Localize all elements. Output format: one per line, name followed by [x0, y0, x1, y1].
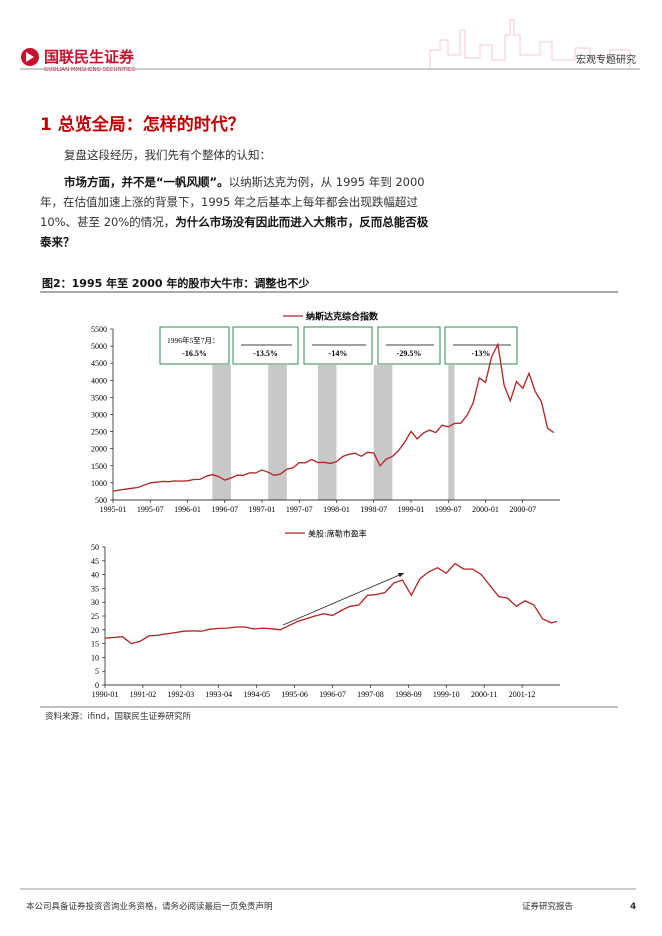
section-title: 1 总览全局：怎样的时代？ — [40, 114, 245, 135]
x-tick-label: 1995-06 — [281, 690, 308, 699]
figure-caption: 图2：1995 年至 2000 年的股市大牛市：调整也不少 — [42, 276, 309, 290]
annotation-text: -14% — [329, 349, 348, 358]
y-tick-label: 10 — [91, 653, 99, 662]
y-tick-label: 30 — [91, 598, 99, 607]
x-tick-label: 1995-07 — [137, 505, 164, 514]
text-bold: 为什么市场没有因此而进入大熊市，反而总能否极泰来？ — [40, 215, 429, 249]
brand-en: GUOLIAN MINSHENG SECURITIES — [44, 67, 135, 73]
x-tick-label: 1996-01 — [174, 505, 201, 514]
x-tick-label: 1990-01 — [92, 690, 119, 699]
y-tick-label: 35 — [91, 584, 99, 593]
series-line — [104, 562, 558, 645]
shaded-period — [373, 365, 393, 500]
annotation-text: -16.5% — [182, 349, 207, 358]
y-tick-label: 3000 — [91, 411, 107, 420]
y-tick-label: 15 — [91, 640, 99, 649]
x-tick-label: 2000-01 — [472, 505, 499, 514]
y-tick-label: 20 — [91, 626, 99, 635]
annotation-text: -13.5% — [253, 349, 278, 358]
x-tick-label: 1998-09 — [395, 690, 422, 699]
text-bold: 市场方面，并不是“一帆风顺”。 — [64, 175, 229, 189]
series-line — [112, 342, 555, 492]
text: 复盘这段经历，我们先有个整体的认知： — [64, 148, 271, 162]
y-tick-label: 40 — [91, 571, 99, 580]
annotation-box — [303, 326, 373, 365]
paragraph: 市场方面，并不是“一帆风顺”。以纳斯达克为例，从 1995 年到 2000 年，… — [40, 172, 436, 252]
logo-icon-mark — [26, 52, 34, 62]
x-tick-label: 2001-12 — [509, 690, 536, 699]
y-tick-label: 0 — [95, 681, 99, 690]
x-tick-label: 2000-11 — [471, 690, 497, 699]
annotation-text: -13% — [472, 349, 491, 358]
x-tick-label: 1994-05 — [243, 690, 270, 699]
y-tick-label: 5500 — [91, 325, 107, 334]
y-tick-label: 5000 — [91, 342, 107, 351]
skyline — [429, 19, 631, 68]
x-tick-label: 1998-07 — [360, 505, 387, 514]
x-tick-label: 1997-08 — [357, 690, 384, 699]
x-tick-label: 1998-01 — [323, 505, 350, 514]
annotation-text: 1996年5至7月： — [167, 335, 220, 345]
x-tick-label: 1999-01 — [398, 505, 425, 514]
x-tick-label: 2000-07 — [509, 505, 536, 514]
y-tick-label: 4000 — [91, 376, 107, 385]
brand: 国联民生证券 — [44, 48, 135, 66]
shaded-period — [212, 365, 231, 500]
shaded-period — [268, 365, 287, 500]
report-type: 宏观专题研究 — [576, 53, 636, 66]
y-tick-label: 45 — [91, 557, 99, 566]
annotation-box — [159, 326, 230, 365]
y-tick-label: 5 — [95, 667, 99, 676]
y-tick-label: 500 — [95, 496, 107, 505]
shaded-period — [448, 365, 455, 500]
annotation-box — [444, 326, 518, 365]
y-tick-label: 1000 — [91, 479, 107, 488]
x-tick-label: 1991-02 — [130, 690, 157, 699]
trend-arrow — [282, 572, 405, 626]
page-number: 4 — [630, 902, 636, 912]
annotation-box — [232, 326, 299, 365]
annotation-text: -29.5% — [397, 349, 422, 358]
x-tick-label: 1993-04 — [205, 690, 232, 699]
text: 以纳斯达克为例，从 1995 年到 2000 年，在估值加速上涨的背景下，199… — [40, 175, 425, 229]
y-tick-label: 4500 — [91, 359, 107, 368]
y-tick-label: 2000 — [91, 445, 107, 454]
x-tick-label: 1999-10 — [433, 690, 460, 699]
y-tick-label: 50 — [91, 543, 99, 552]
y-tick-label: 3500 — [91, 393, 107, 402]
legend-label: 纳斯达克综合指数 — [306, 311, 379, 323]
legend-label: 美股:席勒市盈率 — [308, 529, 367, 539]
shaded-period — [317, 365, 337, 500]
x-tick-label: 1996-07 — [211, 505, 238, 514]
disclaimer: 本公司具备证券投资咨询业务资格，请务必阅读最后一页免责声明 — [26, 901, 273, 912]
x-tick-label: 1996-07 — [319, 690, 346, 699]
x-tick-label: 1992-03 — [167, 690, 194, 699]
y-tick-label: 25 — [91, 612, 99, 621]
paragraph: 复盘这段经历，我们先有个整体的认知： — [40, 145, 436, 165]
y-tick-label: 2500 — [91, 428, 107, 437]
doc-type: 证券研究报告 — [522, 901, 573, 912]
x-tick-label: 1999-07 — [435, 505, 462, 514]
x-tick-label: 1997-01 — [249, 505, 276, 514]
y-tick-label: 1500 — [91, 462, 107, 471]
annotation-box — [377, 326, 441, 365]
source: 资料来源：ifind，国联民生证券研究所 — [45, 711, 191, 722]
x-tick-label: 1997-07 — [286, 505, 313, 514]
x-tick-label: 1995-01 — [100, 505, 127, 514]
